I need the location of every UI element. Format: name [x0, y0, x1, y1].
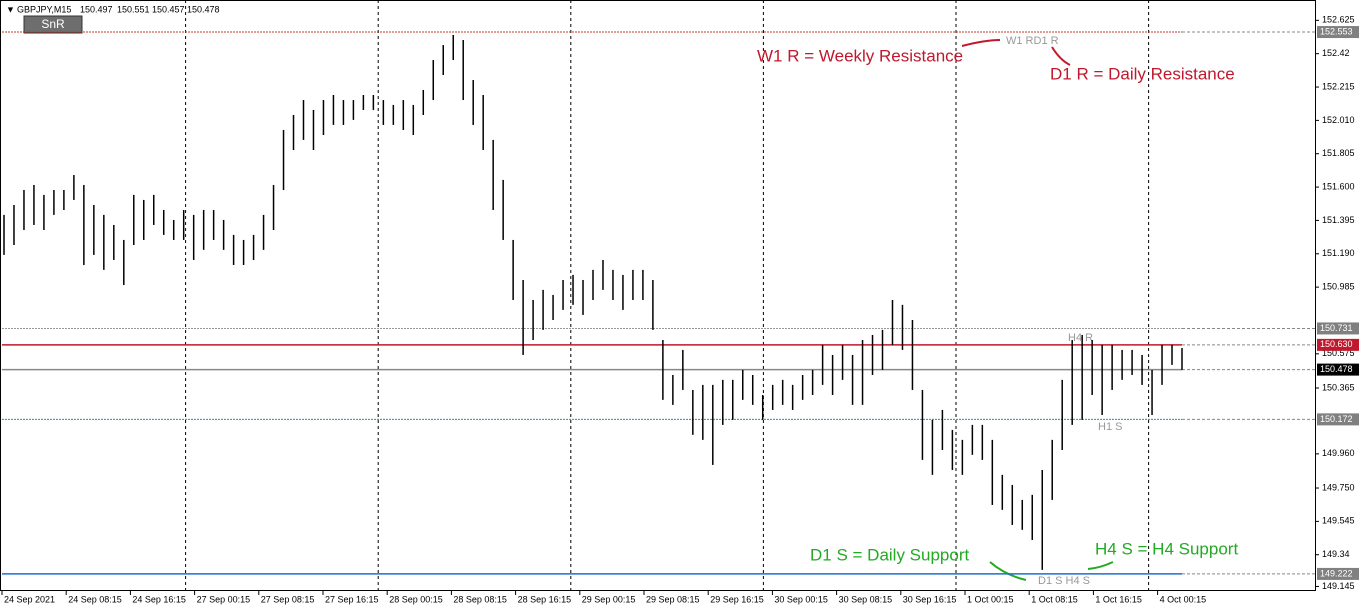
price-box	[1317, 363, 1359, 376]
y-tick-label: 149.145	[1322, 581, 1355, 591]
level-label: H4 R	[1068, 332, 1093, 344]
x-tick-label: 24 Sep 08:15	[68, 594, 122, 604]
ohlc-high: 150.551	[117, 4, 150, 14]
price-box	[1317, 338, 1359, 351]
annotation-arrows	[961, 39, 1114, 581]
y-tick-label: 151.805	[1322, 148, 1355, 158]
x-tick-label: 4 Oct 00:15	[1160, 594, 1207, 604]
x-tick-label: 27 Sep 08:15	[261, 594, 315, 604]
symbol-arrow: ▼	[6, 4, 15, 14]
level-label: D1 S H4 S	[1038, 575, 1090, 587]
ohlc-close: 150.478	[187, 4, 220, 14]
level-label: H1 S	[1098, 421, 1122, 433]
price-box-label: 150.172	[1320, 414, 1353, 424]
annotation: D1 S = Daily Support	[810, 545, 969, 564]
x-tick-label: 28 Sep 08:15	[453, 594, 507, 604]
x-tick-label: 27 Sep 16:15	[325, 594, 379, 604]
x-tick-label: 27 Sep 00:15	[197, 594, 251, 604]
y-tick-label: 152.215	[1322, 81, 1355, 91]
x-tick-label: 24 Sep 2021	[4, 594, 55, 604]
y-tick-label: 149.750	[1322, 482, 1355, 492]
y-tick-label: 150.985	[1322, 281, 1355, 291]
bars	[3, 34, 1183, 570]
plot-frame	[0, 0, 1316, 591]
price-box-label: 150.478	[1320, 364, 1353, 374]
y-tick-label: 149.545	[1322, 516, 1355, 526]
snr-button[interactable]	[23, 15, 83, 34]
x-tick-label: 30 Sep 16:15	[903, 594, 957, 604]
arrow	[1051, 46, 1071, 66]
y-tick-label: 150.575	[1322, 348, 1355, 358]
y-tick-label: 152.010	[1322, 115, 1355, 125]
price-box	[1317, 413, 1359, 426]
x-tick-label: 1 Oct 16:15	[1095, 594, 1142, 604]
y-tick-label: 150.365	[1322, 382, 1355, 392]
y-tick-label: 152.42	[1322, 48, 1350, 58]
y-tick-label: 151.600	[1322, 181, 1355, 191]
x-tick-label: 29 Sep 00:15	[582, 594, 636, 604]
annotation: H4 S = H4 Support	[1095, 539, 1238, 558]
price-box-label: 152.553	[1320, 26, 1353, 36]
level-label: W1 RD1 R	[1006, 35, 1059, 47]
price-box	[1317, 567, 1359, 580]
x-tick-label: 30 Sep 08:15	[839, 594, 893, 604]
snr-button-label[interactable]: SnR	[41, 17, 65, 31]
x-tick-label: 24 Sep 16:15	[132, 594, 186, 604]
y-tick-label: 151.190	[1322, 248, 1355, 258]
x-tick-label: 30 Sep 00:15	[774, 594, 828, 604]
price-box-label: 150.731	[1320, 323, 1353, 333]
ohlc-low: 150.457	[152, 4, 185, 14]
arrow	[989, 561, 1027, 581]
price-box-label: 149.222	[1320, 568, 1353, 578]
x-tick-label: 1 Oct 00:15	[967, 594, 1014, 604]
x-tick-label: 29 Sep 08:15	[646, 594, 700, 604]
annotation: D1 R = Daily Resistance	[1050, 64, 1235, 83]
y-tick-label: 149.960	[1322, 448, 1355, 458]
x-tick-label: 29 Sep 16:15	[710, 594, 764, 604]
x-tick-label: 1 Oct 08:15	[1031, 594, 1078, 604]
symbol: GBPJPY,M15	[17, 4, 71, 14]
y-tick-label: 149.34	[1322, 549, 1350, 559]
price-box	[1317, 322, 1359, 335]
price-box	[1317, 26, 1359, 39]
y-tick-label: 152.625	[1322, 15, 1355, 25]
ohlc-open: 150.497	[80, 4, 113, 14]
x-tick-label: 28 Sep 00:15	[389, 594, 443, 604]
y-tick-label: 151.395	[1322, 215, 1355, 225]
price-box-label: 150.630	[1320, 339, 1353, 349]
x-tick-label: 28 Sep 16:15	[518, 594, 572, 604]
annotation: W1 R = Weekly Resistance	[757, 46, 963, 65]
arrow	[961, 39, 1001, 47]
arrow	[1087, 561, 1114, 570]
